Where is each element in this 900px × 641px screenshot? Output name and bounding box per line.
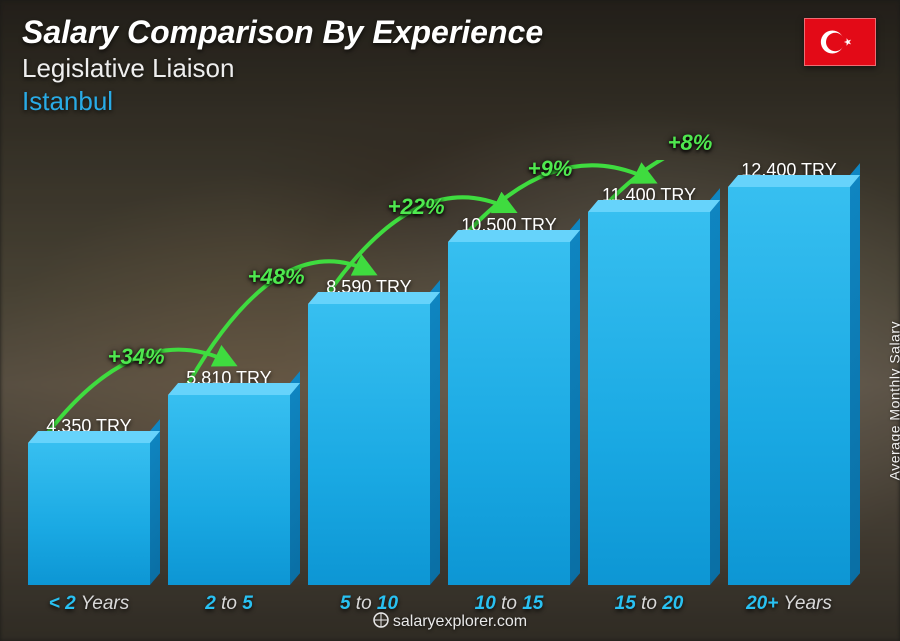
bars-container: 4,350 TRY< 2 Years5,810 TRY2 to 58,590 T… <box>28 160 850 585</box>
increase-pct-label: +22% <box>388 194 445 220</box>
logo-icon <box>373 612 389 628</box>
footer-text: salaryexplorer.com <box>393 613 527 630</box>
bar-column: 11,400 TRY15 to 20 <box>588 160 710 585</box>
location: Istanbul <box>22 86 878 117</box>
bar-column: 12,400 TRY20+ Years <box>728 160 850 585</box>
job-title: Legislative Liaison <box>22 53 878 84</box>
increase-pct-label: +8% <box>668 130 713 156</box>
bar <box>728 187 850 585</box>
bar <box>308 304 430 585</box>
increase-pct-label: +34% <box>108 344 165 370</box>
flag-turkey <box>804 18 876 66</box>
header: Salary Comparison By Experience Legislat… <box>22 14 878 117</box>
bar <box>588 212 710 585</box>
bar-column: 8,590 TRY5 to 10 <box>308 160 430 585</box>
footer: salaryexplorer.com <box>0 612 900 631</box>
bar-column: 5,810 TRY2 to 5 <box>168 160 290 585</box>
salary-bar-chart: 4,350 TRY< 2 Years5,810 TRY2 to 58,590 T… <box>28 160 850 585</box>
increase-pct-label: +9% <box>528 156 573 182</box>
bar <box>168 395 290 585</box>
increase-pct-label: +48% <box>248 264 305 290</box>
y-axis-label: Average Monthly Salary <box>886 321 900 480</box>
bar <box>28 443 150 585</box>
bar <box>448 242 570 585</box>
bar-column: 4,350 TRY< 2 Years <box>28 160 150 585</box>
bar-column: 10,500 TRY10 to 15 <box>448 160 570 585</box>
page-title: Salary Comparison By Experience <box>22 14 878 51</box>
